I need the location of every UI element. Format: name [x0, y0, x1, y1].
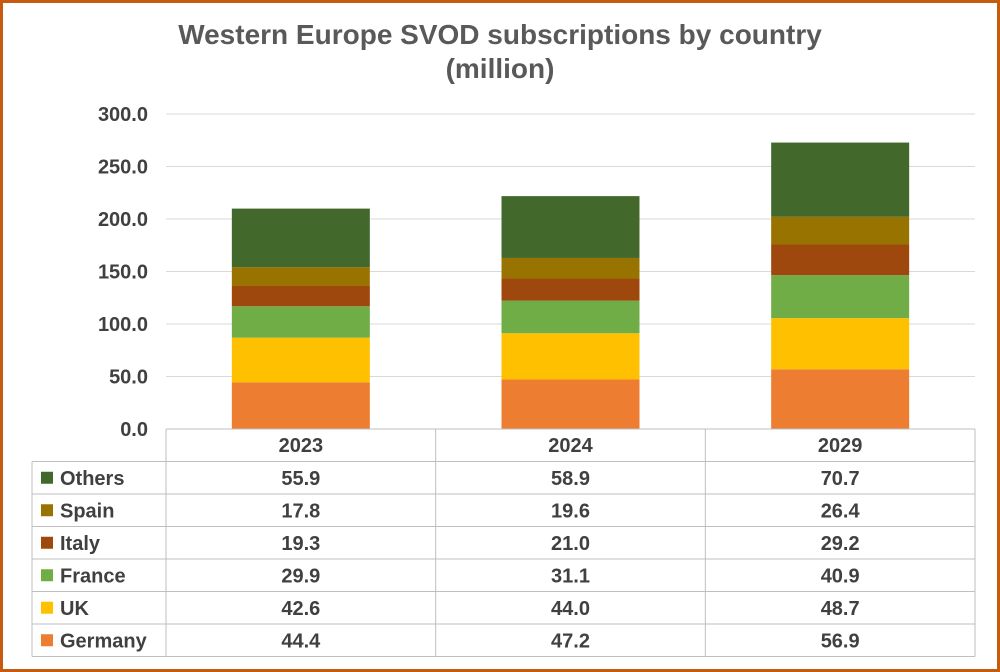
bar-segment-spain-2024: [501, 257, 640, 279]
bar-segment-spain-2023: [231, 267, 370, 286]
data-label: 70.7: [821, 468, 860, 490]
bar-segment-uk-2024: [501, 333, 640, 380]
bar-segment-uk-2029: [771, 318, 910, 370]
legend-key-spain: [41, 504, 53, 517]
data-label: 19.3: [281, 533, 320, 555]
bar-segment-france-2024: [501, 300, 640, 334]
bar-segment-germany-2023: [231, 382, 370, 429]
legend-label: Italy: [60, 533, 101, 555]
bar-segment-germany-2029: [771, 369, 910, 429]
bar-segment-france-2023: [231, 306, 370, 338]
legend-label: France: [60, 565, 126, 587]
chart-title-line-1: Western Europe SVOD subscriptions by cou…: [178, 19, 822, 50]
data-label: 40.9: [821, 565, 860, 587]
bar-segment-italy-2023: [231, 285, 370, 307]
data-label: 29.2: [821, 533, 860, 555]
x-category-label: 2023: [279, 435, 324, 457]
data-label: 44.4: [281, 630, 321, 652]
bar-segment-italy-2024: [501, 278, 640, 301]
bar-segment-spain-2029: [771, 216, 910, 245]
data-label: 56.9: [821, 630, 860, 652]
legend-key-germany: [41, 634, 53, 647]
bar-segment-uk-2023: [231, 337, 370, 383]
y-tick-label: 300.0: [98, 104, 148, 126]
bar-segment-france-2029: [771, 275, 910, 319]
legend-key-others: [41, 471, 53, 484]
data-label: 19.6: [551, 500, 590, 522]
data-label: 55.9: [281, 468, 320, 490]
legend-label: Others: [60, 468, 124, 490]
legend-label: Spain: [60, 500, 114, 522]
legend-label: UK: [60, 598, 89, 620]
y-tick-label: 50.0: [109, 367, 148, 389]
y-tick-label: 150.0: [98, 262, 148, 284]
y-tick-label: 250.0: [98, 157, 148, 179]
y-tick-label: 200.0: [98, 209, 148, 231]
chart-title-line-2: (million): [445, 53, 555, 84]
x-category-label: 2029: [818, 435, 863, 457]
legend-key-italy: [41, 536, 53, 549]
bar-segment-others-2029: [771, 142, 910, 217]
legend-key-france: [41, 569, 53, 582]
y-tick-label: 100.0: [98, 314, 148, 336]
chart-title: Western Europe SVOD subscriptions by cou…: [0, 18, 1000, 86]
data-label: 29.9: [281, 565, 320, 587]
data-label: 48.7: [821, 598, 860, 620]
data-label: 17.8: [281, 500, 320, 522]
bar-segment-others-2023: [231, 208, 370, 268]
data-label: 31.1: [551, 565, 590, 587]
data-label: 26.4: [821, 500, 861, 522]
x-category-label: 2024: [548, 435, 593, 457]
legend-key-uk: [41, 601, 53, 614]
bar-segment-italy-2029: [771, 244, 910, 276]
data-label: 44.0: [551, 598, 590, 620]
data-label: 47.2: [551, 630, 590, 652]
data-label: 42.6: [281, 598, 320, 620]
bar-segment-germany-2024: [501, 379, 640, 429]
data-label: 21.0: [551, 533, 590, 555]
y-tick-label: 0.0: [120, 419, 148, 441]
legend-label: Germany: [60, 630, 148, 652]
bar-segment-others-2024: [501, 196, 640, 258]
data-label: 58.9: [551, 468, 590, 490]
